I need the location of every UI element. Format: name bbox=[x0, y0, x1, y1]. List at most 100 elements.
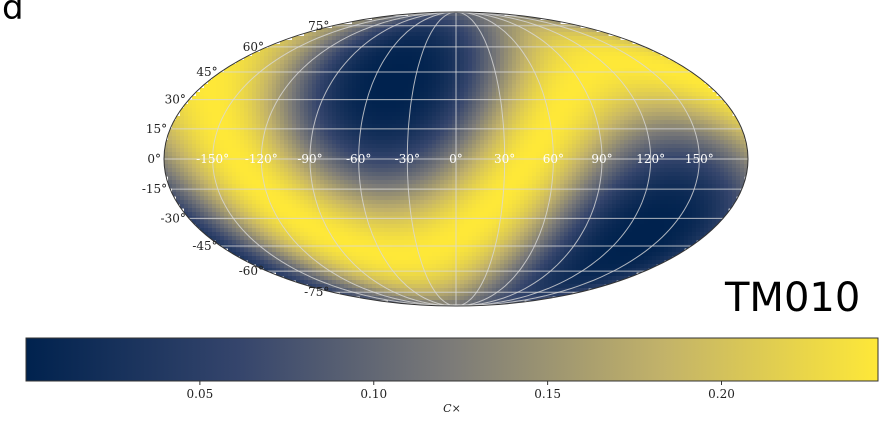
heatmap-cell bbox=[416, 168, 421, 173]
heatmap-cell bbox=[496, 132, 501, 137]
heatmap-cell bbox=[332, 140, 337, 145]
heatmap-cell bbox=[268, 108, 273, 113]
heatmap-cell bbox=[372, 172, 377, 177]
heatmap-cell bbox=[416, 52, 421, 57]
heatmap-cell bbox=[232, 180, 237, 185]
heatmap-cell bbox=[728, 120, 733, 125]
heatmap-cell bbox=[704, 140, 709, 145]
heatmap-cell bbox=[640, 136, 645, 141]
heatmap-cell bbox=[664, 88, 669, 93]
heatmap-cell bbox=[420, 120, 425, 125]
heatmap-cell bbox=[736, 148, 741, 153]
heatmap-cell bbox=[260, 164, 265, 169]
heatmap-cell bbox=[484, 56, 489, 61]
heatmap-cell bbox=[296, 108, 301, 113]
heatmap-cell bbox=[620, 72, 625, 77]
heatmap-cell bbox=[420, 152, 425, 157]
heatmap-cell bbox=[416, 16, 421, 21]
heatmap-cell bbox=[564, 136, 569, 141]
heatmap-cell bbox=[504, 128, 509, 133]
heatmap-cell bbox=[336, 132, 341, 137]
heatmap-cell bbox=[436, 52, 441, 57]
heatmap-cell bbox=[572, 120, 577, 125]
heatmap-cell bbox=[604, 176, 609, 181]
heatmap-cell bbox=[292, 168, 297, 173]
heatmap-cell bbox=[604, 56, 609, 61]
heatmap-cell bbox=[548, 168, 553, 173]
heatmap-cell bbox=[644, 116, 649, 121]
heatmap-cell bbox=[236, 168, 241, 173]
heatmap-cell bbox=[608, 132, 613, 137]
heatmap-cell bbox=[376, 76, 381, 81]
heatmap-cell bbox=[532, 108, 537, 113]
heatmap-cell bbox=[704, 164, 709, 169]
heatmap-cell bbox=[628, 152, 633, 157]
heatmap-cell bbox=[168, 128, 173, 133]
heatmap-cell bbox=[404, 20, 409, 25]
heatmap-cell bbox=[412, 40, 417, 45]
heatmap-cell bbox=[304, 44, 309, 49]
heatmap-cell bbox=[552, 76, 557, 81]
heatmap-cell bbox=[628, 124, 633, 129]
heatmap-cell bbox=[452, 48, 457, 53]
heatmap-cell bbox=[508, 60, 513, 65]
heatmap-cell bbox=[280, 92, 285, 97]
heatmap-cell bbox=[276, 116, 281, 121]
heatmap-cell bbox=[684, 116, 689, 121]
heatmap-cell bbox=[476, 44, 481, 49]
heatmap-cell bbox=[488, 68, 493, 73]
heatmap-cell bbox=[696, 80, 701, 85]
heatmap-cell bbox=[176, 176, 181, 181]
heatmap-cell bbox=[700, 112, 705, 117]
heatmap-cell bbox=[636, 156, 641, 161]
heatmap-cell bbox=[344, 144, 349, 149]
heatmap-cell bbox=[552, 132, 557, 137]
heatmap-cell bbox=[280, 96, 285, 101]
heatmap-cell bbox=[532, 176, 537, 181]
heatmap-cell bbox=[312, 76, 317, 81]
heatmap-cell bbox=[368, 108, 373, 113]
heatmap-cell bbox=[440, 20, 445, 25]
heatmap-cell bbox=[592, 76, 597, 81]
heatmap-cell bbox=[508, 80, 513, 85]
heatmap-cell bbox=[692, 80, 697, 85]
heatmap-cell bbox=[544, 124, 549, 129]
heatmap-cell bbox=[288, 152, 293, 157]
heatmap-cell bbox=[708, 132, 713, 137]
heatmap-cell bbox=[512, 124, 517, 129]
heatmap-cell bbox=[656, 76, 661, 81]
heatmap-cell bbox=[272, 116, 277, 121]
heatmap-cell bbox=[496, 148, 501, 153]
heatmap-cell bbox=[624, 108, 629, 113]
heatmap-cell bbox=[484, 144, 489, 149]
heatmap-cell bbox=[448, 168, 453, 173]
heatmap-cell bbox=[308, 92, 313, 97]
heatmap-cell bbox=[324, 116, 329, 121]
heatmap-cell bbox=[708, 176, 713, 181]
heatmap-cell bbox=[616, 108, 621, 113]
heatmap-cell bbox=[444, 88, 449, 93]
heatmap-cell bbox=[436, 44, 441, 49]
heatmap-cell bbox=[456, 128, 461, 133]
heatmap-cell bbox=[696, 164, 701, 169]
heatmap-cell bbox=[568, 52, 573, 57]
heatmap-cell bbox=[724, 176, 729, 181]
heatmap-cell bbox=[520, 136, 525, 141]
heatmap-cell bbox=[360, 144, 365, 149]
heatmap-cell bbox=[176, 144, 181, 149]
heatmap-cell bbox=[296, 124, 301, 129]
heatmap-cell bbox=[472, 164, 477, 169]
heatmap-cell bbox=[292, 140, 297, 145]
heatmap-cell bbox=[520, 148, 525, 153]
heatmap-cell bbox=[396, 104, 401, 109]
heatmap-cell bbox=[328, 64, 333, 69]
heatmap-cell bbox=[428, 64, 433, 69]
heatmap-cell bbox=[488, 40, 493, 45]
heatmap-cell bbox=[532, 160, 537, 165]
heatmap-cell bbox=[656, 72, 661, 77]
heatmap-cell bbox=[428, 16, 433, 21]
heatmap-cell bbox=[272, 140, 277, 145]
heatmap-cell bbox=[448, 144, 453, 149]
heatmap-cell bbox=[256, 160, 261, 165]
heatmap-cell bbox=[368, 20, 373, 25]
